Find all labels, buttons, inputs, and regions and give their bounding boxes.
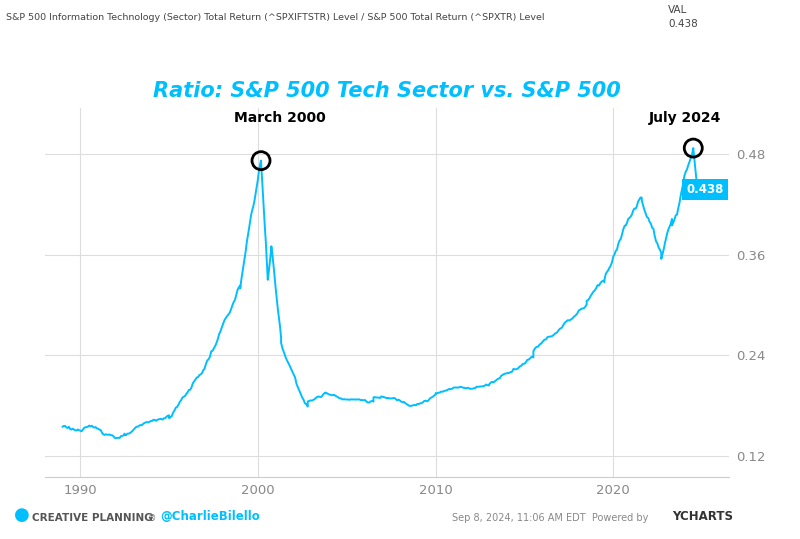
Title: Ratio: S&P 500 Tech Sector vs. S&P 500: Ratio: S&P 500 Tech Sector vs. S&P 500 — [153, 81, 621, 101]
Text: VAL: VAL — [668, 5, 687, 16]
Text: ●: ● — [14, 506, 30, 524]
Text: 0.438: 0.438 — [668, 19, 698, 29]
Text: YCHARTS: YCHARTS — [672, 510, 733, 523]
Text: 0.438: 0.438 — [686, 183, 723, 196]
Text: Sep 8, 2024, 11:06 AM EDT  Powered by: Sep 8, 2024, 11:06 AM EDT Powered by — [452, 513, 651, 523]
Text: S&P 500 Information Technology (Sector) Total Return (^SPXIFTSTR) Level / S&P 50: S&P 500 Information Technology (Sector) … — [6, 13, 545, 23]
Text: July 2024: July 2024 — [649, 110, 722, 125]
Text: @CharlieBilello: @CharlieBilello — [160, 510, 260, 523]
Text: ®: ® — [148, 514, 156, 523]
Text: CREATIVE PLANNING: CREATIVE PLANNING — [32, 513, 153, 523]
Text: March 2000: March 2000 — [234, 112, 326, 126]
